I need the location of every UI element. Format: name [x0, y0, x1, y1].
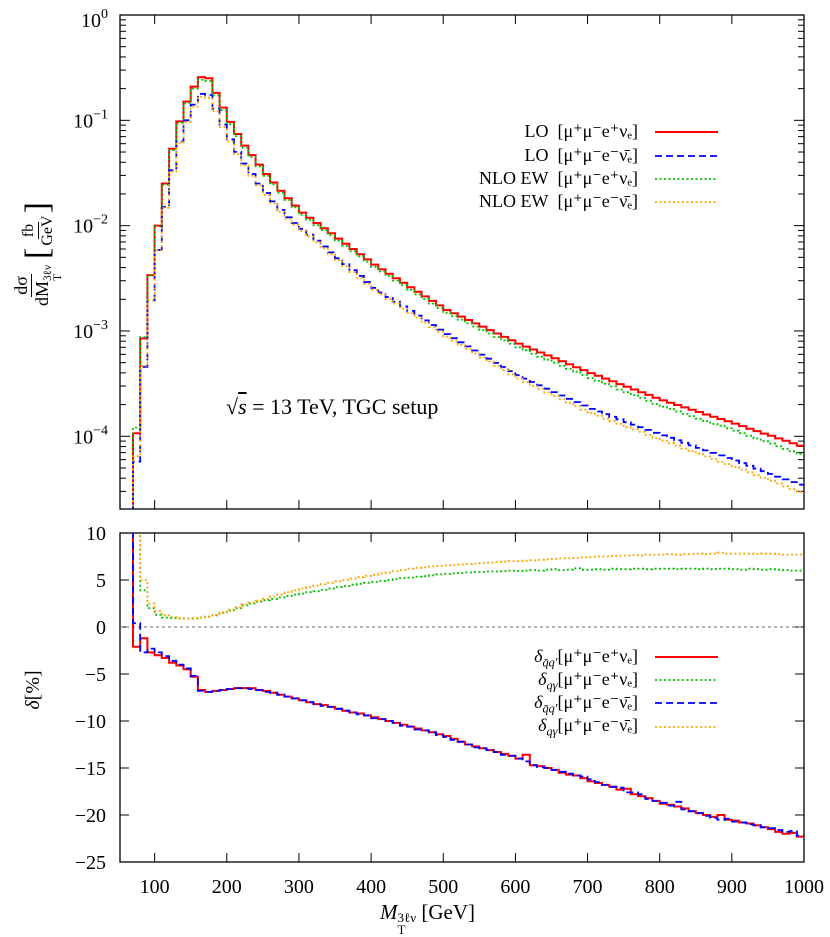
upper-y-axis-label: dσ dM 3ℓν T [fb GeV] — [11, 202, 65, 306]
y-tick-exponent: −2 — [93, 213, 108, 228]
legend-delta: δ — [534, 646, 543, 666]
x-tick-label: 200 — [212, 876, 242, 898]
lower-y-axis-label: δ[%] — [22, 665, 47, 715]
y-tick-label: 100 — [81, 7, 108, 32]
series-lower-0 — [132, 533, 804, 838]
legend-process: [μ⁺μ⁻e⁻ν̄ₑ] — [557, 145, 638, 165]
legend-label: LO — [524, 121, 549, 141]
ylabel-unit-num: fb — [19, 221, 39, 240]
y-tick-base: 10 — [73, 216, 93, 238]
lower-panel-series — [132, 533, 804, 838]
x-tick-label: 400 — [356, 876, 386, 898]
legend-entry-dqq-eplus: δq̄q′[μ⁺μ⁻e⁺νₑ] — [534, 646, 638, 670]
x-tick-label: 600 — [500, 876, 530, 898]
x-tick-label: 300 — [284, 876, 314, 898]
plot-frame — [119, 14, 805, 510]
y-tick-label: 0 — [96, 617, 106, 639]
ylabel-numerator: dσ — [11, 274, 33, 297]
series-upper-3 — [132, 95, 804, 509]
x-tick-label: 800 — [645, 876, 675, 898]
ylabel-sub: T — [52, 274, 65, 281]
legend-delta: δ — [534, 692, 543, 712]
y-tick-base: 10 — [81, 10, 101, 32]
y-tick-exponent: −1 — [93, 107, 108, 122]
series-lower-2 — [132, 533, 804, 837]
y-tick-base: 10 — [73, 426, 93, 448]
legend-entry-dqq-eminus: δq̄q′[μ⁺μ⁻e⁻ν̄ₑ] — [534, 692, 638, 716]
legend-delta: δ — [538, 715, 547, 735]
series-lower-3 — [139, 533, 804, 620]
y-tick-label: −10 — [75, 711, 106, 733]
y-tick-exponent: 0 — [101, 7, 108, 22]
legend-swatches — [655, 131, 718, 728]
legend-label: NLO EW — [478, 168, 549, 188]
legend-process: [μ⁺μ⁻e⁻ν̄ₑ] — [557, 692, 638, 712]
x-tick-label: 100 — [140, 876, 170, 898]
xlabel-var: M — [380, 900, 398, 924]
y-tick-label: 10−1 — [73, 107, 108, 132]
ylabel-delta: δ — [22, 700, 44, 710]
ylabel-unit-den: GeV — [38, 215, 56, 246]
y-tick-label: −25 — [75, 852, 106, 874]
y-tick-label: 5 — [96, 570, 106, 592]
legend-label: LO — [524, 145, 549, 165]
legend-sub: q̄q′ — [542, 655, 558, 670]
y-tick-exponent: −4 — [93, 423, 108, 438]
xlabel-unit: [GeV] — [421, 900, 476, 924]
x-tick-label: 900 — [717, 876, 747, 898]
legend-entry-lo-eminus: LO [μ⁺μ⁻e⁻ν̄ₑ] — [524, 145, 638, 166]
y-tick-label: 10−2 — [73, 213, 108, 238]
y-tick-base: 10 — [73, 321, 93, 343]
legend-process: [μ⁺μ⁻e⁺νₑ] — [557, 168, 638, 188]
legend-delta: δ — [538, 669, 547, 689]
legend-process: [μ⁺μ⁻e⁻ν̄ₑ] — [557, 715, 638, 735]
x-tick-label: 500 — [428, 876, 458, 898]
xlabel-sub: T — [397, 921, 406, 937]
legend-sub: qγ — [546, 678, 558, 693]
x-tick-label: 700 — [573, 876, 603, 898]
legend-entry-dqgamma-eplus: δqγ[μ⁺μ⁻e⁺νₑ] — [538, 669, 638, 693]
legend-process: [μ⁺μ⁻e⁺νₑ] — [557, 669, 638, 689]
y-tick-label: −5 — [85, 664, 106, 686]
plot-frame — [119, 532, 805, 863]
series-lower-1 — [139, 533, 804, 620]
legend-entry-nlo-eminus: NLO EW [μ⁺μ⁻e⁻ν̄ₑ] — [479, 191, 638, 212]
legend-sub: qγ — [546, 724, 558, 739]
y-tick-label: −15 — [75, 758, 106, 780]
y-tick-label: 10−4 — [73, 423, 108, 448]
y-tick-label: 10 — [86, 523, 106, 545]
y-tick-exponent: −3 — [93, 318, 108, 333]
x-tick-label: 1000 — [784, 876, 824, 898]
legend-entry-nlo-eplus: NLO EW [μ⁺μ⁻e⁺νₑ] — [479, 168, 638, 189]
legend-entry-lo-eplus: LO [μ⁺μ⁻e⁺νₑ] — [524, 121, 638, 142]
upper-panel-series — [132, 76, 804, 509]
x-axis-label: M 3ℓν T [GeV] — [380, 900, 476, 937]
legend-process: [μ⁺μ⁻e⁻ν̄ₑ] — [557, 191, 638, 211]
y-tick-label: 10−3 — [73, 318, 108, 343]
energy-annotation: √s = 13 TeV, TGC setup — [226, 396, 438, 418]
lower-panel-axes: 100 200 300 400 500 600 700 800 900 1000 10 5 0 −5 −10… — [75, 523, 824, 898]
y-tick-base: 10 — [73, 110, 93, 132]
legend-process: [μ⁺μ⁻e⁺νₑ] — [557, 646, 638, 666]
sqrt-sign: √ — [226, 394, 239, 419]
ylabel-percent: [%] — [22, 670, 44, 701]
legend-label: NLO EW — [478, 191, 549, 211]
legend-entry-dqgamma-eminus: δqγ[μ⁺μ⁻e⁻ν̄ₑ] — [538, 715, 638, 739]
ylabel-denominator: dM — [32, 280, 53, 306]
xlabel-sup: 3ℓν — [397, 909, 417, 925]
legend-sub: q̄q′ — [542, 701, 558, 716]
annotation-s: s — [238, 394, 247, 419]
y-tick-label: −20 — [75, 805, 106, 827]
legend-process: [μ⁺μ⁻e⁺νₑ] — [557, 121, 638, 141]
annotation-text: = 13 TeV, TGC setup — [246, 394, 439, 419]
